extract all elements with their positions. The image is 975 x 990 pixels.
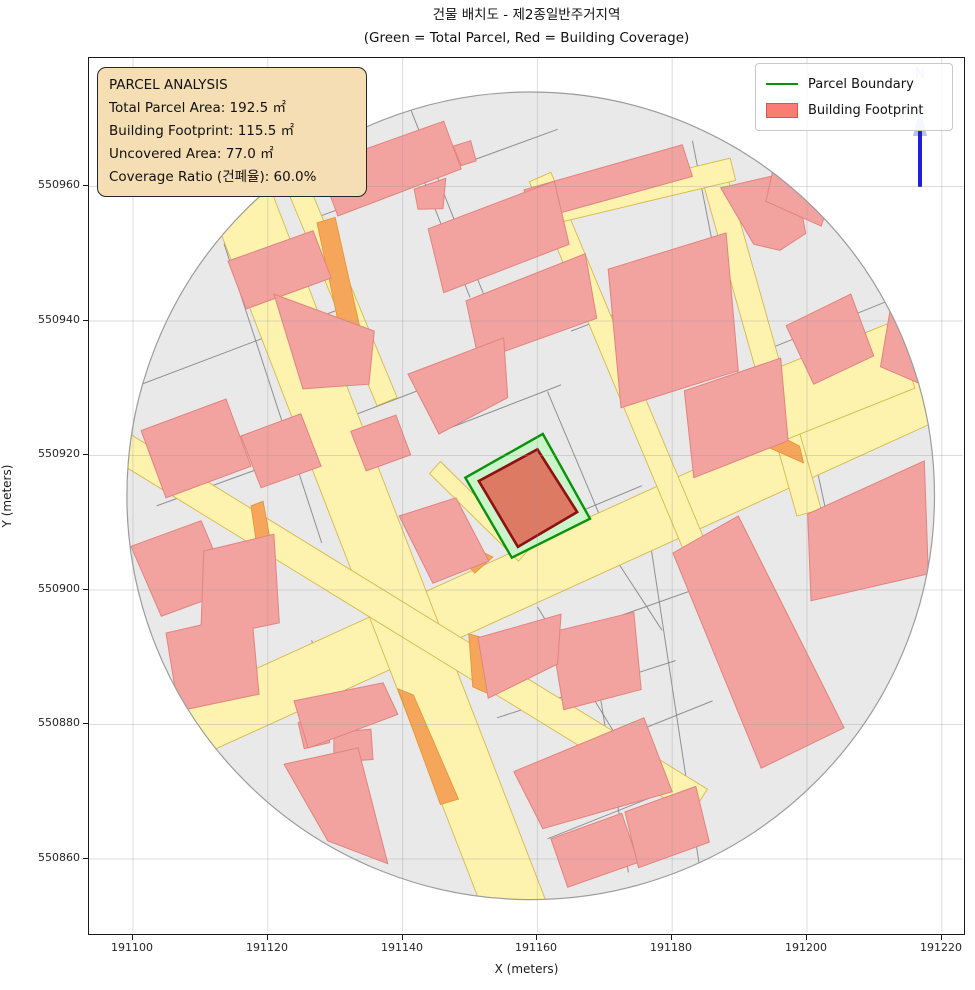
y-tick-label: 550900 — [38, 582, 80, 595]
y-tick-label: 550860 — [38, 851, 80, 864]
building-footprint — [413, 177, 447, 210]
chart-subtitle: (Green = Total Parcel, Red = Building Co… — [363, 30, 690, 46]
parcel-boundary-line — [547, 391, 602, 520]
legend-item-label: Building Footprint — [808, 102, 924, 118]
building-footprint — [477, 613, 562, 700]
plot-area: N — [88, 57, 965, 935]
y-axis-label: Y (meters) — [0, 464, 14, 528]
legend-item: Parcel Boundary — [766, 71, 942, 97]
x-tick-mark — [536, 935, 537, 940]
parcel-boundary-line — [617, 562, 663, 631]
building-footprint — [550, 611, 642, 711]
x-tick-mark — [267, 935, 268, 940]
target-building — [476, 447, 580, 549]
y-tick-label: 550880 — [38, 716, 80, 729]
building-footprint — [398, 497, 490, 584]
y-tick-mark — [83, 858, 88, 859]
parcel-analysis-line: Coverage Ratio (건폐율): 60.0% — [109, 169, 317, 185]
parcel-analysis-box: PARCEL ANALYSIS Total Parcel Area: 192.5 … — [97, 67, 367, 197]
x-tick-mark — [132, 935, 133, 940]
x-tick-label: 191180 — [650, 941, 692, 954]
building-footprint — [683, 357, 789, 479]
y-tick-mark — [83, 454, 88, 455]
x-tick-mark — [671, 935, 672, 940]
map-canvas: N — [89, 58, 963, 932]
y-tick-mark — [83, 185, 88, 186]
building-footprint — [607, 232, 739, 409]
y-tick-label: 550920 — [38, 447, 80, 460]
legend-item: Building Footprint — [766, 97, 942, 123]
building-footprint — [165, 533, 280, 712]
x-tick-label: 191140 — [381, 941, 423, 954]
legend-patch-swatch — [766, 102, 798, 118]
x-tick-mark — [941, 935, 942, 940]
x-tick-label: 191100 — [111, 941, 153, 954]
building-footprint — [283, 747, 389, 865]
x-tick-label: 191200 — [785, 941, 827, 954]
legend: Parcel Boundary Building Footprint — [755, 63, 953, 131]
x-tick-label: 191220 — [920, 941, 962, 954]
x-tick-label: 191120 — [246, 941, 288, 954]
x-tick-mark — [402, 935, 403, 940]
building-footprint — [407, 337, 509, 435]
building-footprint — [293, 682, 399, 749]
parcel-boundary-line — [439, 384, 562, 433]
building-footprint — [227, 230, 332, 310]
building-footprint — [785, 293, 875, 385]
chart-title: 건물 배치도 - 제2종일반주거지역 — [432, 7, 621, 23]
parcel-analysis-line: Building Footprint: 115.5 ㎡ — [109, 123, 295, 139]
y-tick-label: 550960 — [38, 178, 80, 191]
x-tick-mark — [806, 935, 807, 940]
building-footprint — [427, 180, 570, 294]
building-footprint — [513, 717, 673, 830]
x-axis-label: X (meters) — [494, 962, 559, 976]
parcel-analysis-line: Uncovered Area: 77.0 ㎡ — [109, 146, 274, 162]
y-tick-mark — [83, 589, 88, 590]
y-tick-mark — [83, 320, 88, 321]
y-tick-mark — [83, 723, 88, 724]
building-footprint — [465, 253, 598, 362]
building-footprint — [624, 785, 710, 869]
building-footprint — [240, 413, 322, 489]
legend-line-swatch — [766, 83, 798, 85]
building-footprint — [140, 398, 252, 499]
building-footprint — [273, 293, 375, 390]
buffer-circle-outline — [126, 91, 936, 901]
y-tick-label: 550940 — [38, 313, 80, 326]
road-overlap-patch — [397, 688, 460, 805]
parcel-analysis-line: Total Parcel Area: 192.5 ㎡ — [109, 100, 286, 116]
building-footprint — [452, 140, 477, 167]
building-footprint — [350, 414, 412, 472]
building-footprint — [672, 515, 845, 769]
parcel-analysis-line: PARCEL ANALYSIS — [109, 77, 228, 93]
legend-item-label: Parcel Boundary — [808, 76, 914, 92]
x-tick-label: 191160 — [515, 941, 557, 954]
